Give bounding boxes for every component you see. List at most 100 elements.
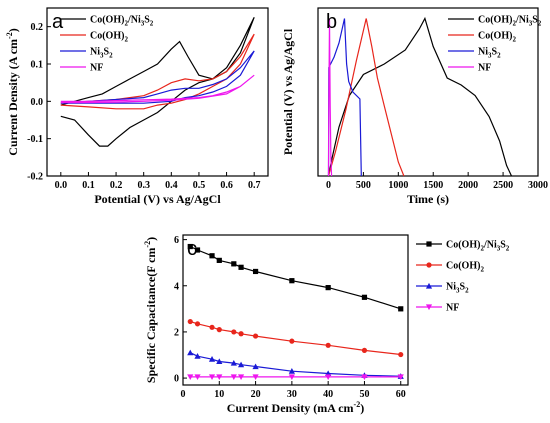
panel-c-data-point [252, 363, 259, 370]
panel-c-data-point [238, 264, 244, 270]
panel-a-xtick-label: 0.1 [82, 180, 95, 191]
panel-c-data-point [209, 324, 215, 330]
panel-b-legend-label: Ni3S2 [478, 47, 501, 60]
panel-a-ytick-label: -0.1 [27, 134, 43, 145]
panel-c-data-point [187, 318, 193, 325]
panel-c-data-point [237, 374, 245, 381]
panel-c-data-point [194, 247, 201, 253]
panel-c-legend-marker [425, 282, 433, 289]
panel-b-legend-label: Co(OH)2/Ni3S2 [478, 15, 542, 28]
panel-c-xtick-label: 60 [396, 389, 406, 400]
panel-c-data-point [238, 331, 244, 337]
panel-b-xtick-label: 3000 [528, 180, 548, 191]
panel-c-legend-marker [425, 304, 433, 311]
panel-b-ylabel: Potential (V) vs Ag/AgCl [281, 28, 295, 155]
panel-a-legend-label: Ni3S2 [90, 47, 113, 60]
panel-a-xtick-label: 0.2 [110, 180, 123, 191]
panel-a-frame [46, 7, 269, 177]
panel-c-data-point [216, 257, 222, 263]
panel-c-xtick-label: 10 [214, 389, 224, 400]
panel-c-series-line [190, 320, 401, 356]
panel-c-data-point [361, 347, 368, 353]
panel-c-data-point [289, 278, 295, 284]
panel-c-legend-label: Co(OH)2 [446, 261, 484, 274]
panel-a-ylabel: Current Density (A cm-2) [5, 28, 20, 155]
panel-b-legend-label: NF [478, 63, 491, 74]
panel-a-legend-label: NF [90, 63, 103, 74]
panel-a-legend-label: Co(OH)2/Ni3S2 [90, 15, 154, 28]
panel-c-ytick-label: 4 [174, 281, 179, 292]
panel-c-data-point [398, 351, 404, 358]
panel-a-legend-label: Co(OH)2 [90, 31, 128, 44]
panel-c-ytick-label: 2 [174, 327, 179, 338]
panel-a-ytick-label: 0.0 [31, 97, 44, 108]
panel-a-series-line [60, 50, 255, 104]
panel-b-xtick-label: 0 [326, 180, 331, 191]
panel-a-xtick-label: 0.5 [193, 180, 206, 191]
panel-a-xtick-label: 0.3 [137, 180, 150, 191]
panel-c-data-point [231, 329, 237, 335]
panel-c-data-point [187, 243, 193, 250]
panel-a-xtick-label: 0.0 [55, 180, 68, 191]
panel-c-data-point [194, 374, 201, 381]
panel-c-data-point [216, 327, 222, 333]
panel-b-xtick-label: 1000 [388, 180, 408, 191]
panel-c-xtick-label: 50 [359, 389, 369, 400]
panel-a-ytick-label: 0.2 [31, 22, 44, 33]
panel-c-data-point [187, 349, 194, 356]
panel-c-data-point [398, 306, 404, 312]
panel-b-series-line [327, 18, 405, 177]
panel-c-legend-label: NF [446, 303, 459, 314]
panel-c-data-point [252, 374, 259, 381]
panel-c-data-point [216, 374, 223, 381]
panel-c-data-point [397, 374, 404, 381]
panel-c-letter: c [187, 238, 197, 260]
panel-c-data-point [194, 321, 201, 327]
panel-c-data-point [252, 333, 259, 339]
panel-c-legend-label: Co(OH)2/Ni3S2 [446, 240, 510, 253]
panel-c-data-point [325, 285, 331, 291]
panel-b-letter: b [326, 11, 337, 33]
panel-c-data-point [325, 342, 331, 348]
panel-a-xtick-label: 0.7 [248, 180, 261, 191]
panel-c-data-point [288, 374, 295, 381]
panel-c-data-point [288, 368, 295, 374]
panel-c-ytick-label: 0 [174, 374, 179, 385]
panel-b-xtick-label: 2000 [458, 180, 478, 191]
panel-a-xlabel: Potential (V) vs Ag/AgCl [94, 192, 221, 206]
panel-a-xtick-label: 0.4 [165, 180, 178, 191]
panel-c-data-point [252, 268, 259, 275]
panel-c-data-point [194, 353, 201, 359]
panel-a-series-line [60, 74, 255, 104]
panel-c-data-point [237, 361, 245, 368]
panel-c-xtick-label: 20 [251, 389, 261, 400]
panel-a-letter: a [52, 11, 64, 33]
panel-c-data-point [208, 374, 216, 381]
panel-c-data-point [208, 356, 216, 362]
panel-c-data-point [187, 374, 194, 381]
panel-c-data-point [325, 374, 332, 381]
panel-c-ytick-label: 6 [174, 235, 179, 246]
panel-a-series-line [60, 17, 255, 147]
panel-c-data-point [361, 374, 368, 381]
panel-b-series-line [327, 18, 333, 177]
panel-a-series-line [60, 33, 255, 110]
panel-c-frame [182, 234, 409, 386]
panel-b-xtick-label: 2500 [493, 180, 513, 191]
panel-b-xtick-label: 500 [356, 180, 371, 191]
panel-a-ytick-label: 0.1 [31, 60, 44, 71]
panel-b-legend-label: Co(OH)2 [478, 31, 516, 44]
panel-c-data-point [231, 261, 237, 267]
panel-b-xtick-label: 1500 [423, 180, 443, 191]
panel-c-ylabel: Specific Capacitance(F cm-2) [143, 237, 158, 383]
panel-c-legend-marker [426, 241, 432, 247]
panel-c-data-point [230, 359, 237, 366]
panel-c-data-point [289, 338, 295, 344]
panel-c-data-point [361, 294, 368, 300]
panel-b-xlabel: Time (s) [407, 192, 449, 206]
panel-c-xtick-label: 0 [181, 389, 186, 400]
panel-c-legend-marker [426, 262, 432, 268]
panel-a-xtick-label: 0.6 [220, 180, 233, 191]
panel-c-data-point [216, 358, 223, 365]
